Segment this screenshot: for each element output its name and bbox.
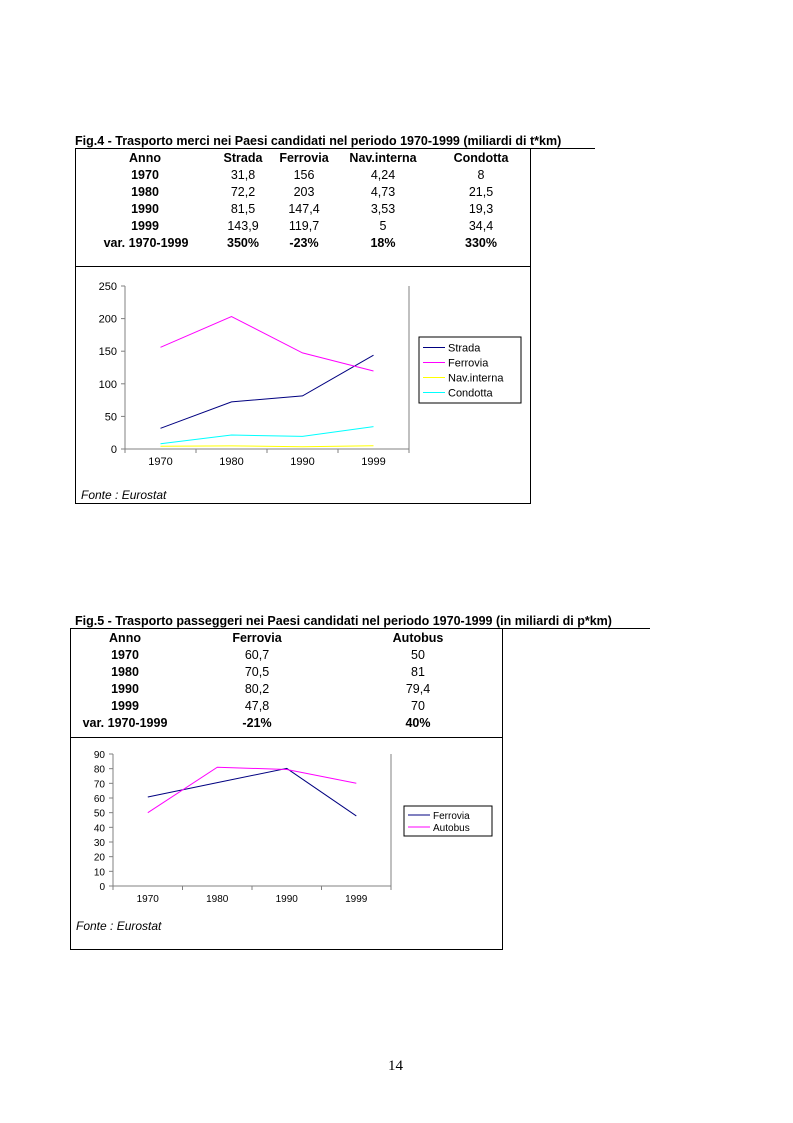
fig4-row-ferrovia: 147,4 — [288, 202, 320, 216]
fig4-chart-y-tick-label: 0 — [111, 444, 117, 456]
fig4-chart-x-tick-label: 1990 — [290, 456, 314, 468]
fig4-row-condotta: 19,3 — [468, 202, 494, 216]
fig4-variation-navinterna: 18% — [370, 236, 396, 250]
fig4-row-strada: 143,9 — [227, 219, 259, 233]
fig4-chart-frame — [75, 266, 531, 504]
fig5-row-ferrovia: 80,2 — [244, 682, 270, 696]
fig5-variation-ferrovia: -21% — [242, 716, 272, 730]
fig4-chart-legend-label: Ferrovia — [448, 358, 489, 370]
fig5-chart-x-tick-label: 1980 — [206, 894, 229, 905]
fig4-row-condotta: 34,4 — [468, 219, 494, 233]
fig4-table-frame-left — [75, 148, 76, 266]
fig4-row-ferrovia: 119,7 — [288, 219, 320, 233]
fig4-header-condotta: Condotta — [453, 151, 509, 165]
fig4-chart-y-tick-label: 100 — [99, 379, 117, 391]
page-number: 14 — [388, 1058, 403, 1074]
fig5-row-year: 1970 — [111, 648, 139, 662]
fig5-title: Fig.5 - Trasporto passeggeri nei Paesi c… — [75, 614, 612, 628]
fig5-row-autobus: 70 — [411, 699, 425, 713]
fig4-header-strada: Strada — [223, 151, 263, 165]
fig4-chart-x-tick-label: 1980 — [219, 456, 243, 468]
fig5-row-year: 1990 — [111, 682, 139, 696]
fig4-row-strada: 81,5 — [230, 202, 256, 216]
fig4-chart-x-tick-label: 1970 — [148, 456, 172, 468]
fig5-chart-y-tick-label: 50 — [94, 809, 106, 820]
fig5-chart-x-tick-label: 1970 — [137, 894, 160, 905]
fig5-variation-autobus: 40% — [405, 716, 431, 730]
fig4-chart-y-tick-label: 250 — [99, 281, 117, 293]
fig5-header-year: Anno — [109, 631, 141, 645]
fig5-row-ferrovia: 47,8 — [244, 699, 270, 713]
fig4-header-ferrovia: Ferrovia — [279, 151, 329, 165]
fig5-table-frame — [70, 628, 503, 738]
fig4-chart-series-line-ferrovia — [160, 316, 374, 372]
fig5-chart-legend-label: Ferrovia — [433, 811, 470, 822]
fig5-row-autobus: 79,4 — [405, 682, 431, 696]
fig5-chart-legend-box — [403, 805, 493, 837]
fig5-chart-frame — [70, 737, 503, 950]
fig4-chart: 0 50 100 150 200 250 1970 1980 1990 1999 Strada Fer… — [99, 281, 522, 468]
fig4-row-strada: 72,2 — [230, 185, 256, 199]
fig4-row-condotta: 8 — [477, 168, 485, 182]
fig4-row-strada: 31,8 — [230, 168, 256, 182]
fig5-variation-label: var. 1970-1999 — [82, 716, 168, 730]
fig5-chart-y-tick-label: 0 — [99, 882, 105, 893]
fig4-table-frame-right — [530, 148, 531, 266]
fig5-row-autobus: 50 — [411, 648, 425, 662]
fig4-row-year: 1999 — [131, 219, 159, 233]
fig5-header-autobus: Autobus — [392, 631, 444, 645]
fig4-row-ferrovia: 156 — [293, 168, 315, 182]
fig4-chart-series-line-strada — [160, 354, 374, 429]
fig4-variation-condotta: 330% — [465, 236, 497, 250]
fig4-source: Fonte : Eurostat — [81, 488, 167, 502]
fig4-title-underline — [75, 148, 595, 149]
fig5-row-autobus: 81 — [411, 665, 425, 679]
fig4-variation-strada: 350% — [227, 236, 259, 250]
fig5-chart-y-tick-label: 20 — [94, 853, 106, 864]
fig4-row-ferrovia: 203 — [293, 185, 315, 199]
fig4-title: Fig.4 - Trasporto merci nei Paesi candid… — [75, 134, 562, 148]
fig4-chart-series-line-nav-interna — [160, 445, 374, 448]
fig4-variation-ferrovia: -23% — [289, 236, 319, 250]
fig4-chart-x-tick-label: 1999 — [361, 456, 385, 468]
fig5-row-year: 1980 — [111, 665, 139, 679]
fig4-chart-y-tick-label: 200 — [99, 314, 117, 326]
fig4-chart-series-line-condotta — [160, 426, 374, 445]
fig4-row-navinterna: 5 — [379, 219, 387, 233]
fig5-chart-y-tick-label: 90 — [94, 750, 106, 761]
fig4-header-year: Anno — [129, 151, 161, 165]
fig5-source: Fonte : Eurostat — [76, 919, 162, 933]
fig5-row-year: 1999 — [111, 699, 139, 713]
fig4-chart-y-tick-label: 50 — [105, 411, 117, 423]
fig4-chart-legend-label: Nav.interna — [448, 373, 504, 385]
fig5-chart-x-tick-label: 1999 — [345, 894, 368, 905]
fig5-chart-y-tick-label: 80 — [94, 765, 106, 776]
fig4-chart-legend-label: Condotta — [448, 388, 494, 400]
fig5-chart-series-line-autobus — [147, 766, 357, 814]
fig5-chart-y-tick-label: 30 — [94, 838, 106, 849]
fig5-chart: 0 10 20 30 40 50 60 70 80 90 1970 1980 1990 1999 Ferro… — [94, 750, 493, 905]
fig4-row-condotta: 21,5 — [468, 185, 494, 199]
fig4-variation-label: var. 1970-1999 — [103, 236, 189, 250]
fig5-chart-y-tick-label: 60 — [94, 794, 106, 805]
fig5-row-ferrovia: 60,7 — [244, 648, 270, 662]
fig4-row-year: 1970 — [131, 168, 159, 182]
fig5-header-ferrovia: Ferrovia — [232, 631, 282, 645]
fig4-row-navinterna: 3,53 — [370, 202, 396, 216]
fig4-chart-y-tick-label: 150 — [99, 346, 117, 358]
fig4-row-navinterna: 4,73 — [370, 185, 396, 199]
fig4-chart-legend-label: Strada — [448, 343, 481, 355]
fig4-header-navinterna: Nav.interna — [349, 151, 417, 165]
fig4-row-navinterna: 4,24 — [370, 168, 396, 182]
fig4-row-year: 1980 — [131, 185, 159, 199]
fig5-chart-legend-label: Autobus — [433, 823, 470, 834]
fig4-row-year: 1990 — [131, 202, 159, 216]
fig5-row-ferrovia: 70,5 — [244, 665, 270, 679]
fig5-chart-y-tick-label: 70 — [94, 779, 106, 790]
fig5-chart-y-tick-label: 40 — [94, 823, 106, 834]
fig5-chart-y-tick-label: 10 — [94, 867, 106, 878]
fig5-chart-x-tick-label: 1990 — [276, 894, 299, 905]
